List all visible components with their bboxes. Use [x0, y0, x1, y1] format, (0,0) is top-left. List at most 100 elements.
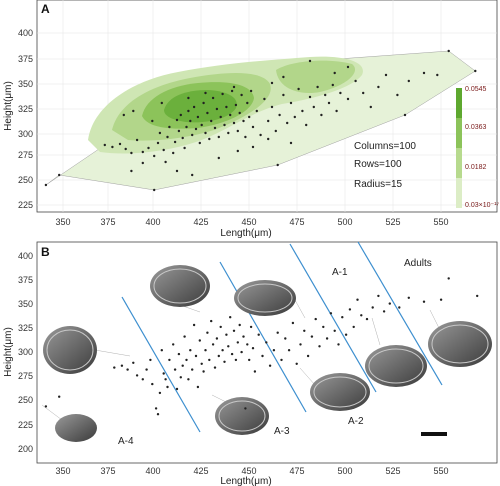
data-point — [124, 147, 127, 151]
leader-line — [94, 349, 131, 357]
data-point — [210, 319, 213, 323]
data-point — [168, 358, 171, 362]
data-point — [339, 91, 342, 95]
data-point — [295, 362, 298, 365]
data-point — [282, 75, 285, 79]
data-point — [242, 335, 245, 338]
data-point — [202, 370, 205, 373]
data-point — [196, 385, 200, 389]
data-point — [246, 343, 249, 346]
data-point — [422, 300, 426, 303]
panel-b-points — [44, 277, 479, 416]
y-tick: 200 — [18, 444, 33, 454]
data-point — [356, 298, 359, 301]
data-point — [191, 133, 194, 137]
y-tick: 275 — [18, 371, 33, 381]
data-point — [439, 298, 443, 301]
data-point — [130, 169, 133, 173]
specimen-shell-a2-top — [234, 280, 296, 316]
data-point — [249, 89, 253, 93]
y-tick: 225 — [18, 200, 33, 210]
data-point — [58, 395, 61, 398]
data-point — [187, 96, 190, 100]
x-tick: 525 — [385, 466, 400, 476]
data-point — [365, 317, 369, 321]
data-point — [208, 137, 211, 141]
legend-swatch-1 — [456, 88, 462, 118]
annotation-rows: Rows=100 — [354, 159, 402, 170]
data-point — [198, 339, 201, 342]
data-point — [282, 93, 285, 97]
legend-swatch-4 — [456, 178, 462, 208]
panel-b-x-label: Length(μm) — [220, 476, 271, 486]
data-point — [382, 310, 386, 313]
data-point — [476, 294, 479, 298]
data-point — [369, 105, 372, 109]
data-point — [175, 169, 179, 173]
data-point — [113, 366, 116, 369]
data-point — [318, 345, 321, 348]
data-point — [261, 354, 264, 358]
data-point — [156, 413, 160, 416]
data-point — [202, 101, 205, 105]
data-point — [196, 115, 200, 119]
data-point — [141, 378, 144, 381]
data-point — [151, 382, 154, 386]
data-point — [200, 362, 203, 365]
data-point — [377, 294, 380, 298]
y-tick: 225 — [18, 420, 33, 430]
x-tick: 350 — [55, 217, 70, 227]
data-point — [270, 105, 274, 109]
stage-divider-lines — [121, 241, 443, 433]
data-point — [213, 126, 217, 130]
data-point — [257, 333, 260, 336]
data-point — [337, 343, 340, 346]
data-point — [164, 160, 167, 164]
y-tick: 350 — [18, 299, 33, 309]
y-tick: 250 — [18, 175, 33, 185]
y-tick: 300 — [18, 347, 33, 357]
data-point — [276, 331, 279, 334]
data-point — [398, 306, 401, 309]
legend-swatch-2 — [456, 118, 462, 148]
specimen-shell-a2-bottom — [310, 373, 370, 411]
data-point — [305, 123, 308, 127]
data-point — [238, 323, 241, 327]
y-tick: 400 — [18, 251, 33, 261]
data-point — [219, 115, 222, 119]
panel-a-x-label: Length(μm) — [220, 228, 271, 239]
data-point — [198, 141, 201, 145]
data-point — [225, 333, 228, 336]
data-point — [181, 136, 184, 140]
data-point — [388, 302, 391, 305]
data-point — [251, 145, 255, 149]
data-point — [384, 73, 388, 77]
data-point — [396, 93, 399, 97]
data-point — [263, 97, 266, 101]
data-point — [179, 113, 182, 117]
panel-b-plot-area — [36, 241, 498, 464]
data-point — [255, 109, 258, 113]
panel-b: B — [3, 241, 498, 486]
data-point — [246, 101, 249, 105]
x-tick: 350 — [55, 466, 70, 476]
data-point — [341, 316, 344, 319]
data-point — [322, 325, 325, 329]
panel-a-y-label: Height(μm) — [3, 81, 14, 131]
data-point — [422, 71, 426, 75]
y-tick: 375 — [18, 275, 33, 285]
data-point — [217, 354, 220, 358]
data-point — [251, 125, 255, 129]
stage-label-adults: Adults — [404, 258, 432, 269]
data-point — [232, 85, 236, 89]
data-point — [153, 188, 156, 192]
data-point — [293, 115, 296, 119]
data-point — [352, 325, 355, 329]
x-tick: 375 — [100, 217, 115, 227]
data-point — [320, 113, 323, 117]
leader-line — [299, 367, 316, 386]
data-point — [325, 337, 329, 340]
data-point — [348, 308, 352, 311]
data-point — [221, 92, 224, 96]
data-point — [217, 135, 220, 139]
